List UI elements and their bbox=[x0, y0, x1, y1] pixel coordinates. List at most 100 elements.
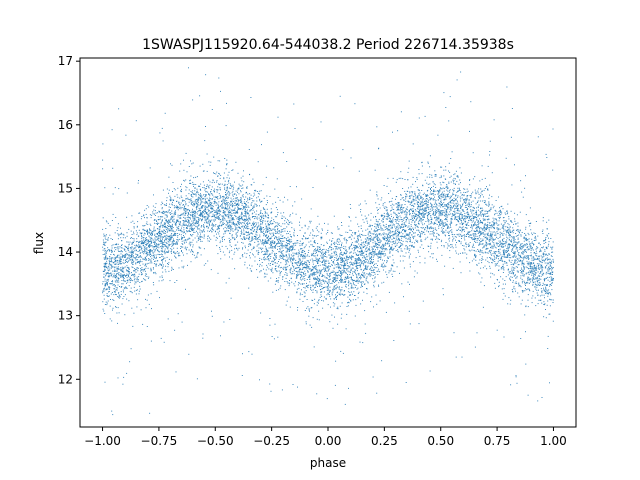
data-point bbox=[443, 92, 445, 94]
data-point bbox=[511, 259, 513, 261]
data-point bbox=[498, 250, 500, 252]
data-point bbox=[206, 206, 208, 208]
data-point bbox=[386, 207, 388, 209]
data-point bbox=[183, 223, 185, 225]
data-point bbox=[457, 196, 459, 198]
data-point bbox=[191, 250, 193, 252]
data-point bbox=[426, 205, 428, 207]
data-point bbox=[350, 270, 351, 272]
data-point bbox=[210, 219, 212, 221]
data-point bbox=[336, 254, 337, 256]
data-point bbox=[173, 207, 175, 209]
data-point bbox=[330, 256, 332, 258]
data-point bbox=[226, 177, 228, 179]
data-point bbox=[258, 193, 260, 195]
data-point bbox=[485, 240, 487, 242]
data-point bbox=[321, 252, 322, 254]
data-point bbox=[287, 247, 289, 249]
data-point bbox=[441, 227, 443, 229]
data-point bbox=[530, 254, 532, 256]
data-point bbox=[170, 227, 172, 229]
data-point bbox=[511, 236, 513, 237]
data-point bbox=[408, 221, 410, 223]
data-point bbox=[229, 227, 231, 229]
data-point bbox=[292, 243, 294, 244]
data-point bbox=[142, 229, 144, 231]
data-point bbox=[200, 210, 202, 211]
data-point bbox=[173, 188, 175, 190]
data-point bbox=[254, 226, 256, 227]
data-point bbox=[448, 170, 449, 172]
data-point bbox=[118, 312, 120, 314]
data-point bbox=[297, 284, 299, 286]
data-point bbox=[504, 220, 506, 222]
data-point bbox=[315, 159, 317, 161]
data-point bbox=[313, 267, 314, 269]
data-point bbox=[120, 227, 121, 229]
data-point bbox=[359, 266, 361, 268]
data-point bbox=[346, 257, 348, 259]
data-point bbox=[417, 198, 419, 200]
data-point bbox=[278, 242, 280, 244]
data-point bbox=[236, 235, 238, 237]
data-point bbox=[130, 252, 132, 254]
data-point bbox=[520, 338, 522, 339]
data-point bbox=[492, 233, 494, 235]
data-point bbox=[290, 254, 292, 256]
data-point bbox=[476, 228, 478, 230]
data-point bbox=[412, 211, 413, 212]
data-point bbox=[483, 246, 485, 248]
data-point bbox=[167, 227, 169, 229]
data-point bbox=[161, 248, 163, 250]
data-point bbox=[512, 246, 514, 248]
data-point bbox=[183, 221, 185, 223]
data-point bbox=[247, 224, 249, 226]
data-point bbox=[207, 206, 209, 208]
data-point bbox=[431, 174, 433, 176]
data-point bbox=[216, 197, 218, 199]
data-point bbox=[141, 261, 143, 263]
data-point bbox=[498, 224, 500, 226]
data-point bbox=[308, 268, 310, 270]
data-point bbox=[228, 277, 230, 279]
data-point bbox=[227, 206, 229, 208]
data-point bbox=[162, 259, 164, 260]
data-point bbox=[268, 224, 270, 225]
data-point bbox=[214, 201, 216, 203]
data-point bbox=[255, 236, 257, 238]
data-point bbox=[543, 316, 545, 318]
data-point bbox=[231, 214, 233, 216]
data-point bbox=[342, 352, 344, 354]
data-point bbox=[473, 235, 475, 237]
data-point bbox=[389, 224, 391, 226]
data-point bbox=[186, 253, 188, 255]
data-point bbox=[130, 230, 132, 232]
data-point bbox=[321, 250, 323, 251]
data-point bbox=[299, 262, 301, 264]
data-point bbox=[416, 215, 418, 217]
data-point bbox=[183, 208, 185, 210]
data-point bbox=[382, 204, 384, 206]
data-point bbox=[313, 303, 315, 305]
data-point bbox=[304, 292, 306, 294]
data-point bbox=[115, 249, 117, 251]
data-point bbox=[277, 281, 279, 283]
data-point bbox=[147, 253, 149, 255]
data-point bbox=[527, 255, 529, 257]
data-point bbox=[441, 210, 443, 212]
data-point bbox=[200, 207, 202, 209]
data-point bbox=[391, 249, 393, 251]
data-point bbox=[261, 251, 262, 253]
data-point bbox=[312, 317, 314, 319]
data-point bbox=[550, 273, 552, 275]
data-point bbox=[400, 209, 402, 211]
data-point bbox=[524, 187, 526, 189]
data-point bbox=[342, 254, 344, 256]
data-point bbox=[196, 216, 198, 218]
data-point bbox=[414, 191, 416, 193]
data-point bbox=[145, 239, 147, 241]
data-point bbox=[390, 227, 392, 229]
data-point bbox=[161, 241, 163, 243]
data-point bbox=[441, 254, 443, 256]
data-point bbox=[331, 292, 333, 294]
